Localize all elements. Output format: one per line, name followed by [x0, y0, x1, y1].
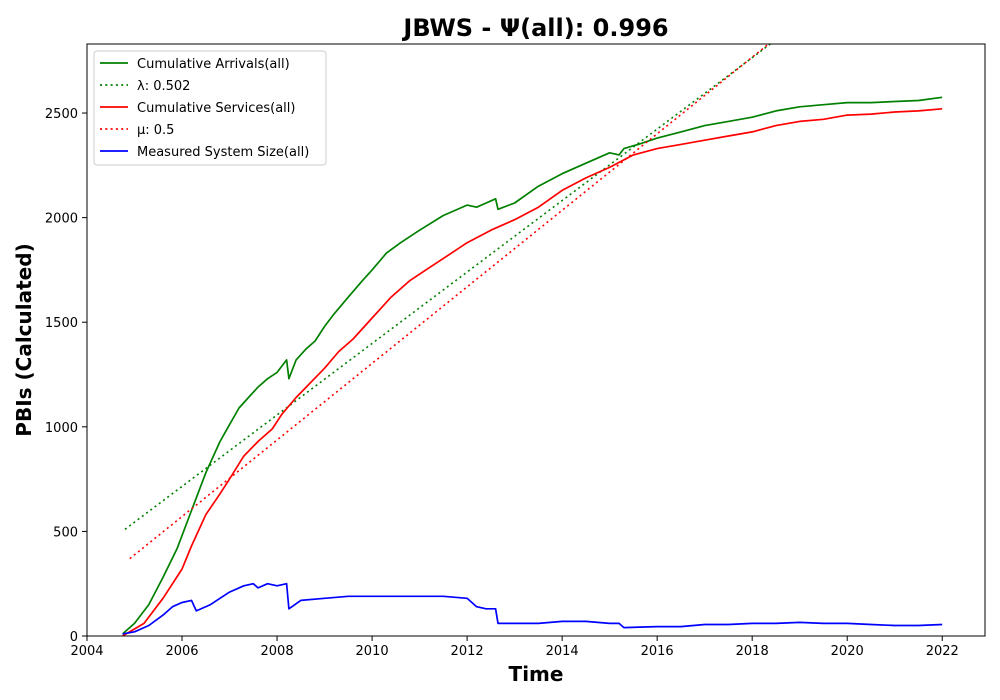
y-axis-ticks: 0 500 1000 1500 2000 2500: [45, 107, 87, 645]
legend-item-measured-system-size-all: Measured System Size(all): [137, 145, 309, 160]
x-axis-label: Time: [509, 662, 564, 686]
x-tick-label: 2014: [546, 644, 579, 659]
y-tick-label: 1000: [45, 421, 78, 436]
x-tick-label: 2010: [356, 644, 389, 659]
series-line-5: [122, 582, 943, 635]
legend-item-cumulative-services-all: Cumulative Services(all): [137, 101, 295, 116]
y-tick-label: 0: [70, 630, 78, 645]
y-tick-label: 2500: [45, 107, 78, 122]
x-tick-label: 2022: [926, 644, 959, 659]
legend: Cumulative Arrivals(all) λ: 0.502 Cumulati…: [93, 50, 327, 166]
y-tick-label: 2000: [45, 212, 78, 227]
x-tick-label: 2016: [641, 644, 674, 659]
x-tick-label: 2018: [736, 644, 769, 659]
y-tick-label: 1500: [45, 316, 78, 331]
series-line-2: [124, 44, 772, 530]
legend-item-0-502: λ: 0.502: [137, 79, 190, 94]
legend-item-cumulative-arrivals-all: Cumulative Arrivals(all): [137, 57, 290, 72]
x-tick-label: 2006: [165, 644, 198, 659]
y-axis-label: PBIs (Calculated): [12, 243, 36, 436]
x-tick-label: 2004: [70, 644, 103, 659]
chart-title: JBWS - Ψ(all): 0.996: [401, 14, 668, 42]
legend-item-0-5: μ: 0.5: [137, 123, 174, 138]
series-line-1: [122, 96, 943, 635]
plot-lines: [122, 44, 943, 636]
y-tick-label: 500: [53, 525, 78, 540]
legend-box: [93, 50, 327, 166]
x-axis-ticks: 2004 2006 2008 2010 2012 2014 2016 2018 2020 2022: [70, 636, 959, 659]
x-tick-label: 2020: [831, 644, 864, 659]
x-tick-label: 2008: [261, 644, 294, 659]
x-tick-label: 2012: [451, 644, 484, 659]
plot-frame: [86, 43, 986, 637]
